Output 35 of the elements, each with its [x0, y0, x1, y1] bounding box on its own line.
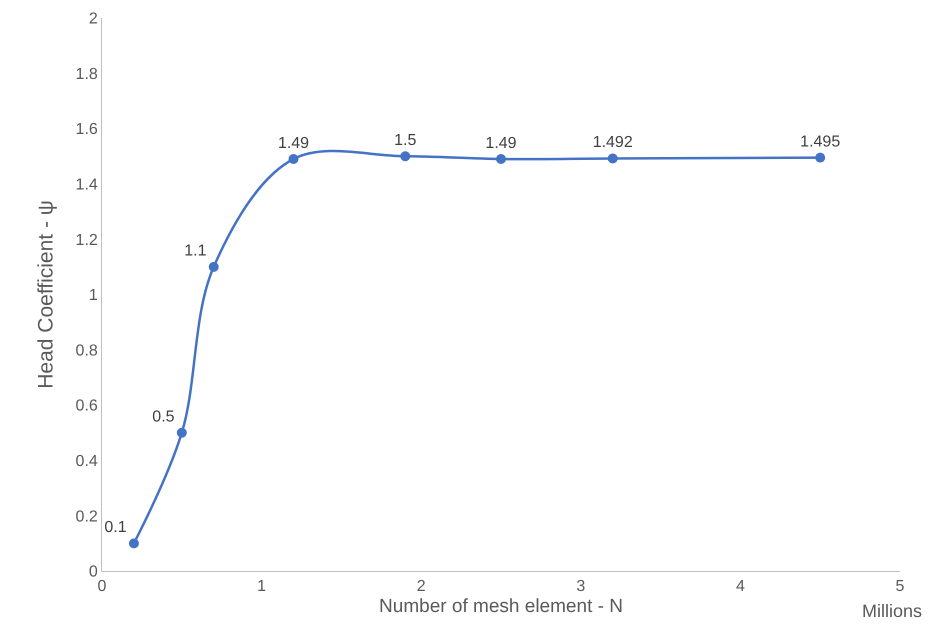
y-tick-label: 1.6 [76, 121, 98, 138]
data-label: 0.5 [152, 408, 175, 426]
data-label: 1.492 [592, 134, 633, 152]
point [608, 153, 618, 164]
data-label: 1.49 [485, 134, 517, 152]
data-label: 1.49 [278, 134, 310, 152]
point [208, 262, 219, 272]
data-label: 0.1 [104, 519, 127, 536]
y-tick-label: 0.6 [76, 398, 98, 415]
x-tick-label: 5 [896, 578, 905, 596]
x-axis-title: Number of mesh element - N [379, 596, 623, 617]
y-tick-label: 1.8 [76, 66, 98, 83]
x-tick-label: 4 [736, 578, 745, 596]
point [288, 154, 299, 164]
data-label: 1.5 [394, 132, 416, 149]
point [815, 152, 826, 163]
x-tick-label: 1 [257, 578, 266, 596]
y-tick-label: 0 [88, 564, 98, 581]
y-tick-label: 0.2 [76, 508, 98, 526]
x-tick-label: 2 [416, 578, 426, 596]
y-tick-label: 1.2 [76, 232, 98, 249]
point [400, 151, 410, 162]
data-label: 1.1 [184, 242, 207, 260]
x-tick-label: 3 [576, 578, 586, 596]
point [496, 154, 506, 164]
point [176, 428, 187, 438]
y-tick-label: 1 [88, 287, 98, 304]
data-label: 1.495 [800, 133, 840, 150]
y-tick-label: 2 [88, 10, 98, 28]
point [128, 538, 139, 548]
text: Millions [862, 601, 922, 621]
y-tick-label: 0.4 [76, 453, 98, 470]
y-tick-label: 0.8 [76, 342, 98, 360]
y-tick-label: 1.4 [76, 176, 98, 194]
y-axis-title: Head Coefficient - ψ [34, 200, 58, 389]
